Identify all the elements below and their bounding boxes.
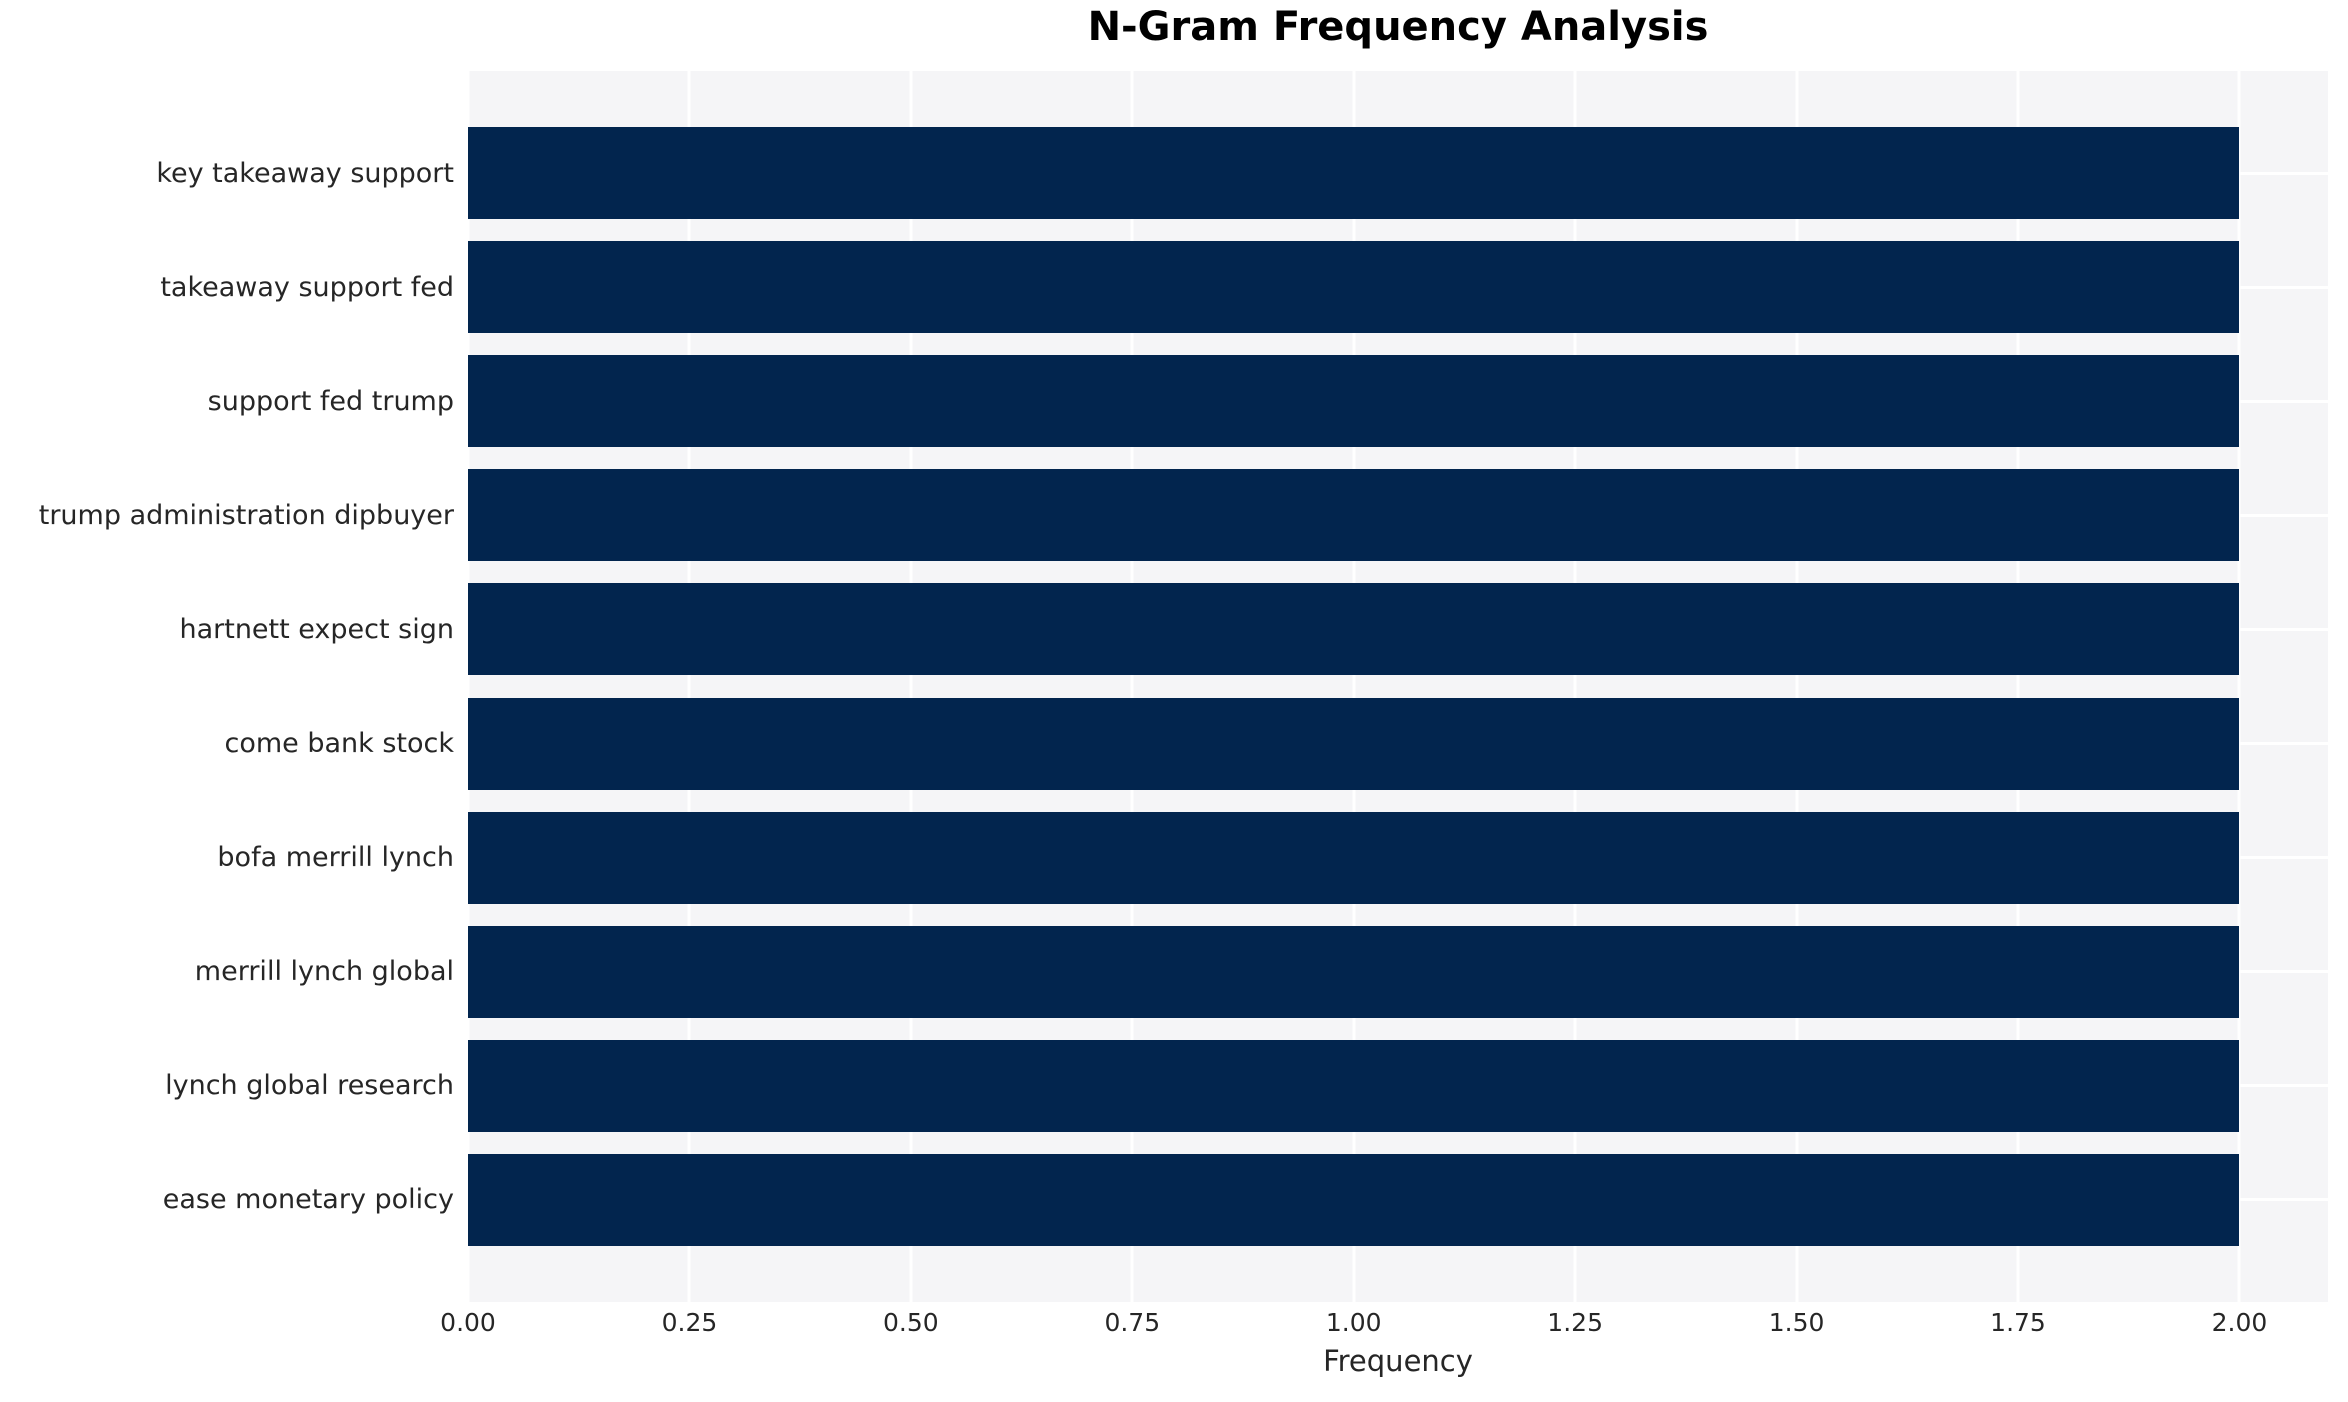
y-tick-label: merrill lynch global bbox=[194, 956, 454, 988]
y-tick-label: takeaway support fed bbox=[160, 271, 454, 303]
bar bbox=[468, 241, 2240, 334]
bar bbox=[468, 469, 2240, 562]
bar bbox=[468, 1039, 2240, 1132]
bar bbox=[468, 925, 2240, 1018]
y-tick-label: support fed trump bbox=[207, 385, 454, 417]
bar bbox=[468, 355, 2240, 448]
x-tick-label: 0.25 bbox=[661, 1308, 718, 1337]
y-tick-label: bofa merrill lynch bbox=[217, 842, 454, 874]
bar-row bbox=[468, 344, 2328, 458]
x-gridline bbox=[909, 71, 913, 1302]
bar bbox=[468, 1153, 2240, 1246]
bar-row bbox=[468, 458, 2328, 572]
bar bbox=[468, 697, 2240, 790]
bar bbox=[468, 127, 2240, 220]
x-gridline bbox=[1573, 71, 1577, 1302]
bar-row bbox=[468, 686, 2328, 800]
bar bbox=[468, 583, 2240, 676]
bar-row bbox=[468, 572, 2328, 686]
x-axis-ticks: 0.00 0.25 0.50 0.75 1.00 1.25 1.50 1.75 2.00 bbox=[440, 1308, 2328, 1340]
x-gridlines bbox=[466, 71, 2328, 1302]
x-tick-label: 2.00 bbox=[2211, 1308, 2268, 1337]
x-gridline bbox=[1352, 71, 1356, 1302]
bars bbox=[468, 71, 2328, 1302]
x-tick-label: 0.75 bbox=[1104, 1308, 1161, 1337]
y-tick-label: ease monetary policy bbox=[162, 1184, 454, 1216]
chart: key takeaway support takeaway support fed… bbox=[0, 71, 2348, 1302]
x-tick-label: 0.00 bbox=[440, 1308, 496, 1337]
x-gridline bbox=[1795, 71, 1799, 1302]
x-gridline bbox=[2237, 71, 2241, 1302]
plot-area bbox=[466, 71, 2328, 1302]
chart-title: N-Gram Frequency Analysis bbox=[1087, 4, 1709, 50]
bar-row bbox=[468, 116, 2328, 230]
y-tick-label: come bank stock bbox=[224, 728, 454, 760]
y-tick-label: key takeaway support bbox=[156, 157, 454, 189]
x-tick-label: 1.25 bbox=[1547, 1308, 1603, 1337]
bar-row bbox=[468, 1143, 2328, 1257]
y-tick-label: trump administration dipbuyer bbox=[38, 499, 454, 531]
x-tick-label: 1.00 bbox=[1325, 1308, 1382, 1337]
x-gridline bbox=[687, 71, 691, 1302]
y-tick-label: lynch global research bbox=[165, 1070, 454, 1102]
x-tick-label: 1.75 bbox=[1990, 1308, 2046, 1337]
y-tick-label: hartnett expect sign bbox=[179, 613, 454, 645]
x-gridline bbox=[466, 71, 470, 1302]
bar-row bbox=[468, 1029, 2328, 1143]
x-gridline bbox=[2016, 71, 2020, 1302]
bar bbox=[468, 811, 2240, 904]
x-gridline bbox=[1130, 71, 1134, 1302]
x-tick-label: 0.50 bbox=[883, 1308, 939, 1337]
bar-row bbox=[468, 801, 2328, 915]
bar-row bbox=[468, 915, 2328, 1029]
bar-row bbox=[468, 230, 2328, 344]
x-axis-label: Frequency bbox=[1323, 1344, 1473, 1378]
y-axis-labels: key takeaway support takeaway support fed… bbox=[0, 71, 468, 1302]
x-tick-label: 1.50 bbox=[1768, 1308, 1825, 1337]
